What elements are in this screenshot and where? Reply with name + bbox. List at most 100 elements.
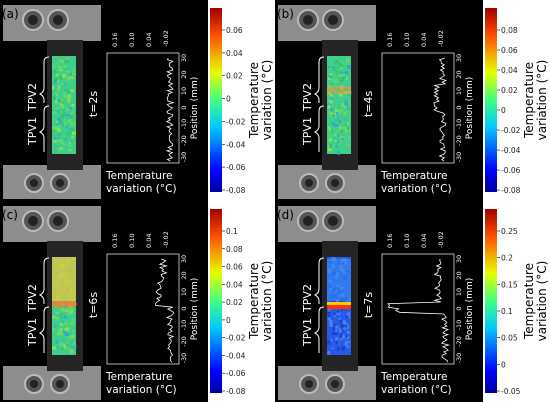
colorbar <box>485 8 497 192</box>
colorbar-tick: -0.08 <box>226 387 246 396</box>
plot-side-tick: 20 <box>455 271 463 279</box>
colorbar-tick: 0 <box>501 360 506 369</box>
colorbar-tick: -0.04 <box>226 351 246 360</box>
plot-side-tick: 20 <box>180 70 188 78</box>
colorbar-tick: 0.02 <box>226 298 243 307</box>
colorbar-title-line2: variation (°C) <box>535 60 549 141</box>
plot-side-tick: 10 <box>180 87 188 95</box>
plot-side-tick: 0 <box>180 306 188 310</box>
plot-side-tick: -20 <box>180 336 188 347</box>
time-label: t=2s <box>87 91 100 118</box>
plot-side-tick: 30 <box>455 54 463 62</box>
colorbar-tick: 0.04 <box>226 49 243 58</box>
plot-top-tick: -0.02 <box>162 231 170 248</box>
time-label: t=4s <box>362 91 375 118</box>
temperature-profile-line <box>433 57 448 162</box>
colorbar-tick: -0.06 <box>226 369 246 378</box>
colorbar-tick: -0.02 <box>226 334 246 343</box>
panel-a: TPV2 TPV1 t=2s 0.16 0.10 0.04 -0.02 30 20 10 0 -10 -… <box>0 0 275 201</box>
colorbar-tick: -0.06 <box>501 166 521 175</box>
plot-side-tick: -20 <box>455 135 463 146</box>
time-label: t=7s <box>362 292 375 319</box>
temperature-profile-line <box>154 258 175 363</box>
thermal-map <box>327 56 352 155</box>
plot-side-tick: 0 <box>455 105 463 109</box>
panel-canvas: TPV2 TPV1 t=2s 0.16 0.10 0.04 -0.02 30 20 10 0 -10 -… <box>0 0 274 201</box>
temperature-profile-line <box>165 57 175 162</box>
region-label-lower: TPV1 <box>301 117 314 146</box>
thermal-map <box>52 56 76 154</box>
colorbar-title-line2: variation (°C) <box>260 60 274 141</box>
plot-top-tick: 0.16 <box>386 234 394 248</box>
plot-top-tick: 0.16 <box>111 33 119 47</box>
panel-label: (c) <box>2 208 18 222</box>
profile-xlabel-line1: Temperature <box>105 371 173 383</box>
plot-side-tick: -30 <box>180 152 188 163</box>
plot-side-tick: -10 <box>180 320 188 331</box>
position-axis-label: Position (mm) <box>190 77 200 139</box>
colorbar-tick: -0.06 <box>226 163 246 172</box>
plot-top-tick: 0.16 <box>386 33 394 47</box>
colorbar-tick: 0 <box>226 95 231 104</box>
profile-xlabel-line2: variation (°C) <box>106 183 177 195</box>
colorbar-tick: 0.06 <box>226 26 243 35</box>
panel-label: (d) <box>277 208 294 222</box>
colorbar-title-line1: Temperature <box>522 263 536 340</box>
colorbar-title-line1: Temperature <box>247 263 261 340</box>
region-label-upper: TPV2 <box>26 284 39 313</box>
plot-side-tick: 30 <box>455 255 463 263</box>
colorbar <box>485 209 497 393</box>
region-brackets <box>313 56 325 152</box>
profile-xlabel-line2: variation (°C) <box>381 183 452 195</box>
position-axis-label: Position (mm) <box>465 278 475 340</box>
plot-top-tick: 0.10 <box>403 234 411 248</box>
plot-side-tick: -20 <box>455 336 463 347</box>
colorbar-tick: -0.02 <box>226 117 246 126</box>
colorbar-tick: 0.1 <box>501 307 513 316</box>
profile-xlabel-line2: variation (°C) <box>381 384 452 396</box>
plot-side-tick: -10 <box>180 119 188 130</box>
colorbar-tick: -0.02 <box>501 126 521 135</box>
colorbar-tick: 0.1 <box>226 227 238 236</box>
plot-top-tick: 0.04 <box>145 33 153 47</box>
colorbar-tick: 0.06 <box>226 263 243 272</box>
colorbar-tick: 0.06 <box>501 46 518 55</box>
plot-side-tick: -20 <box>180 135 188 146</box>
plot-top-tick: 0.16 <box>111 234 119 248</box>
plot-side-tick: 20 <box>180 271 188 279</box>
plot-top-tick: -0.02 <box>437 30 445 47</box>
plot-side-tick: -30 <box>455 353 463 364</box>
plot-side-tick: -30 <box>180 353 188 364</box>
region-label-upper: TPV2 <box>26 83 39 112</box>
colorbar-tick: 0 <box>226 316 231 325</box>
plot-top-tick: 0.10 <box>403 33 411 47</box>
panel-c: TPV2 TPV1 t=6s 0.16 0.10 0.04 -0.02 30 20 10 0 -10-… <box>0 201 275 402</box>
colorbar-tick: 0 <box>501 106 506 115</box>
plot-side-tick: -10 <box>455 119 463 130</box>
region-label-lower: TPV1 <box>301 318 314 347</box>
colorbar-tick: 0.02 <box>501 86 518 95</box>
plot-side-tick: 10 <box>180 288 188 296</box>
plot-top-tick: 0.10 <box>128 33 136 47</box>
colorbar-tick: -0.08 <box>226 186 246 195</box>
plot-side-tick: 30 <box>180 255 188 263</box>
plot-side-tick: 20 <box>455 70 463 78</box>
region-label-lower: TPV1 <box>26 117 39 146</box>
plot-top-tick: 0.04 <box>420 234 428 248</box>
plot-side-tick: -10 <box>455 320 463 331</box>
plot-side-tick: 10 <box>455 288 463 296</box>
plot-side-tick: 0 <box>180 105 188 109</box>
colorbar <box>210 8 222 192</box>
plot-top-tick: 0.04 <box>145 234 153 248</box>
colorbar-tick: 0.08 <box>226 245 243 254</box>
plot-top-tick: 0.04 <box>420 33 428 47</box>
plot-side-tick: 0 <box>455 306 463 310</box>
panel-canvas: TPV2 TPV1 t=4s 0.16 0.10 0.04 -0.02 30 20 10 0 -10 -… <box>275 0 549 201</box>
position-axis-label: Position (mm) <box>465 77 475 139</box>
colorbar-tick: 0.25 <box>501 227 518 236</box>
colorbar-tick: -0.05 <box>501 387 521 396</box>
plot-side-tick: 10 <box>455 87 463 95</box>
colorbar-title-line1: Temperature <box>247 62 261 139</box>
panel-label: (a) <box>2 7 19 21</box>
